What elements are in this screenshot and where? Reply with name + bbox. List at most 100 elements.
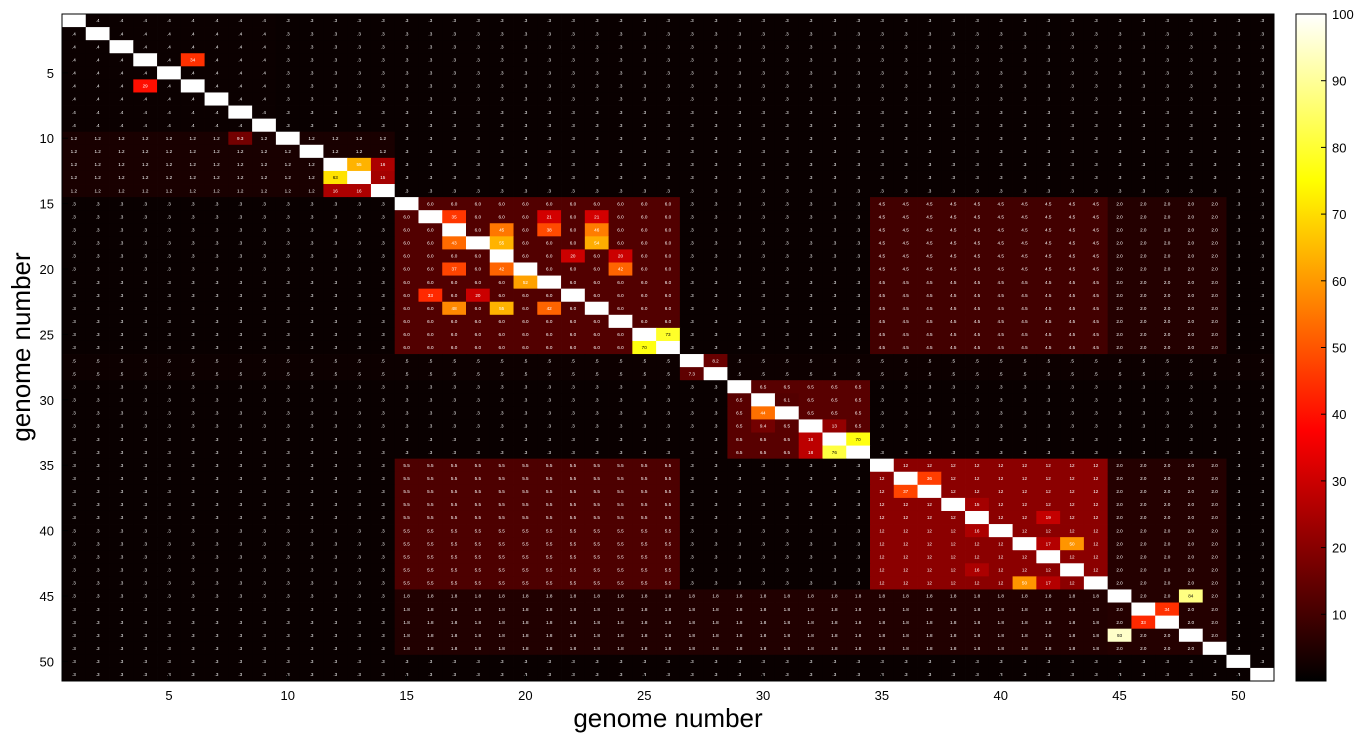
heatmap-cell-label: 1.8: [807, 594, 814, 599]
heatmap-cell-label: .3: [167, 214, 171, 219]
heatmap-cell-label: .3: [666, 97, 670, 102]
heatmap-cell-label: .5: [571, 371, 575, 376]
heatmap-cell-label: 1.8: [855, 633, 862, 638]
heatmap-cell-r2-c33: [822, 27, 847, 41]
heatmap-cell-label: 6.0: [403, 306, 410, 311]
heatmap-cell-label: 4.5: [1093, 319, 1100, 324]
heatmap-cell-r5-c30: [751, 66, 776, 80]
heatmap-cell-r5-c32: [798, 66, 823, 80]
heatmap-cell-label: 5.5: [594, 463, 601, 468]
heatmap-cell-r3-c25: [632, 40, 657, 54]
heatmap-cell-label: .3: [191, 633, 195, 638]
heatmap-cell-label: .3: [119, 633, 123, 638]
heatmap-cell-r8-c43: [1060, 105, 1085, 120]
heatmap-cell-label: 6.0: [475, 214, 482, 219]
heatmap-cell-label: 1.2: [71, 175, 78, 180]
heatmap-cell-label: .3: [809, 554, 813, 559]
heatmap-cell-label: .3: [333, 437, 337, 442]
heatmap-cell-label: .3: [357, 554, 361, 559]
heatmap-cell-label: .3: [1094, 424, 1098, 429]
heatmap-cell-label: 2.0: [1188, 241, 1195, 246]
heatmap-cell-label: 4.5: [902, 267, 909, 272]
heatmap-cell-r4-c48: [1178, 53, 1204, 67]
heatmap-cell-label: .3: [119, 515, 123, 520]
heatmap-cell-label: .3: [927, 57, 931, 62]
heatmap-cell-label: .3: [1189, 450, 1193, 455]
heatmap-cell-label: 20: [570, 254, 576, 259]
heatmap-cell-label: .3: [832, 463, 836, 468]
heatmap-cell-label: 4.5: [1045, 227, 1052, 232]
heatmap-cell-r10-c21: [537, 131, 562, 146]
heatmap-cell-label: .3: [785, 123, 789, 128]
heatmap-cell-label: .3: [1070, 188, 1074, 193]
heatmap-cell-label: .3: [547, 175, 551, 180]
heatmap-cell-label: .3: [1165, 162, 1169, 167]
heatmap-cell-label: 2.0: [1188, 267, 1195, 272]
heatmap-cell-label: .3: [904, 110, 908, 115]
heatmap-cell-label: .3: [1118, 110, 1122, 115]
heatmap-cell-label: 29: [143, 84, 149, 89]
heatmap-cell-label: 6.0: [403, 319, 410, 324]
heatmap-cell-label: .3: [951, 384, 955, 389]
heatmap-cell-label: 4.5: [974, 345, 981, 350]
heatmap-cell-label: .3: [1236, 515, 1240, 520]
heatmap-cell-label: .3: [785, 568, 789, 573]
heatmap-cell-label: .3: [1070, 123, 1074, 128]
heatmap-cell-label: .3: [927, 123, 931, 128]
heatmap-cell-r8-c26: [656, 105, 681, 120]
heatmap-cell-r2-c2: [85, 27, 110, 41]
heatmap-cell-label: .3: [405, 437, 409, 442]
heatmap-cell-label: 6.0: [641, 201, 648, 206]
heatmap-cell-label: .3: [856, 188, 860, 193]
heatmap-cell-label: .3: [357, 214, 361, 219]
heatmap-cell-label: 6.0: [570, 345, 577, 350]
heatmap-cell-r5-c24: [608, 66, 633, 80]
heatmap-cell-label: 5.5: [665, 515, 672, 520]
heatmap-cell-label: .3: [238, 227, 242, 232]
heatmap-cell-label: .3: [999, 437, 1003, 442]
heatmap-cell-label: 1.8: [879, 633, 886, 638]
heatmap-cell-label: .3: [476, 175, 480, 180]
heatmap-cell-label: .3: [357, 659, 361, 664]
heatmap-cell-label: 1.8: [427, 594, 434, 599]
heatmap-cell-label: .3: [832, 57, 836, 62]
heatmap-cell-label: .3: [215, 476, 219, 481]
heatmap-cell-label: .3: [476, 411, 480, 416]
heatmap-cell-label: 2.0: [1164, 345, 1171, 350]
heatmap-cell-label: .3: [856, 489, 860, 494]
heatmap-cell-label: .3: [72, 620, 76, 625]
heatmap-cell-r29-c29: [727, 380, 752, 394]
heatmap-cell-label: .3: [476, 384, 480, 389]
heatmap-cell-label: .3: [785, 84, 789, 89]
heatmap-cell-label: .3: [191, 280, 195, 285]
heatmap-cell-label: .3: [381, 411, 385, 416]
heatmap-cell-label: .3: [1070, 97, 1074, 102]
heatmap-cell-label: .3: [714, 57, 718, 62]
heatmap-cell-label: .3: [714, 18, 718, 23]
heatmap-cell-label: 4.5: [1093, 267, 1100, 272]
heatmap-cell-label: .3: [737, 267, 741, 272]
heatmap-cell-label: .3: [1094, 71, 1098, 76]
heatmap-cell-label: .3: [523, 384, 527, 389]
heatmap-cell-label: 2.0: [1164, 319, 1171, 324]
heatmap-cell-label: .3: [215, 267, 219, 272]
heatmap-cell-label: .3: [167, 280, 171, 285]
heatmap-cell-label: 2.0: [1140, 345, 1147, 350]
heatmap-cell-label: 4.5: [1093, 227, 1100, 232]
heatmap-cell-r1-c3: [109, 14, 134, 28]
heatmap-cell-label: .3: [714, 398, 718, 403]
heatmap-cell-label: 4.5: [1069, 293, 1076, 298]
heatmap-cell-label: .3: [1236, 293, 1240, 298]
heatmap-cell-label: .5: [571, 358, 575, 363]
heatmap-cell-label: .3: [96, 594, 100, 599]
heatmap-cell-label: .3: [167, 450, 171, 455]
heatmap-cell-label: .3: [119, 241, 123, 246]
heatmap-cell-label: 6.0: [594, 345, 601, 350]
heatmap-cell-r1-c30: [751, 14, 776, 28]
heatmap-cell-label: 5.5: [594, 489, 601, 494]
heatmap-cell-label: 1.8: [617, 633, 624, 638]
heatmap-cell-label: .3: [500, 18, 504, 23]
heatmap-cell-label: 4.5: [879, 332, 886, 337]
heatmap-cell-label: .3: [951, 398, 955, 403]
heatmap-cell-label: .3: [262, 201, 266, 206]
